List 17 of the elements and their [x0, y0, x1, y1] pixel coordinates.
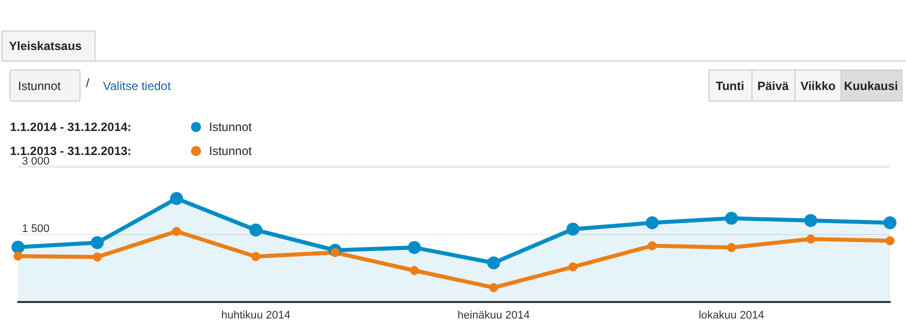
legend-label: Istunnot [209, 120, 252, 134]
y-tick-label: 3 000 [22, 156, 50, 168]
x-tick-label: heinäkuu 2014 [458, 310, 530, 322]
text: 1.1.2014 - 31.12.2014: [10, 120, 132, 134]
x-tick-label: lokakuu 2014 [698, 310, 764, 322]
text: / [86, 76, 90, 90]
text: Kuukausi [844, 79, 898, 93]
text: Yleiskatsaus [9, 39, 82, 53]
x-tick-label: huhtikuu 2014 [221, 310, 290, 322]
y-tick-label: 1 500 [22, 223, 50, 235]
text: Istunnot [18, 79, 62, 93]
text: Valitse tiedot [103, 79, 172, 93]
text: Päivä [757, 79, 790, 93]
legend-label: Istunnot [209, 144, 252, 158]
text: Viikko [800, 79, 836, 93]
text: Tunti [716, 79, 744, 93]
text: 1.1.2013 - 31.12.2013: [10, 144, 132, 158]
